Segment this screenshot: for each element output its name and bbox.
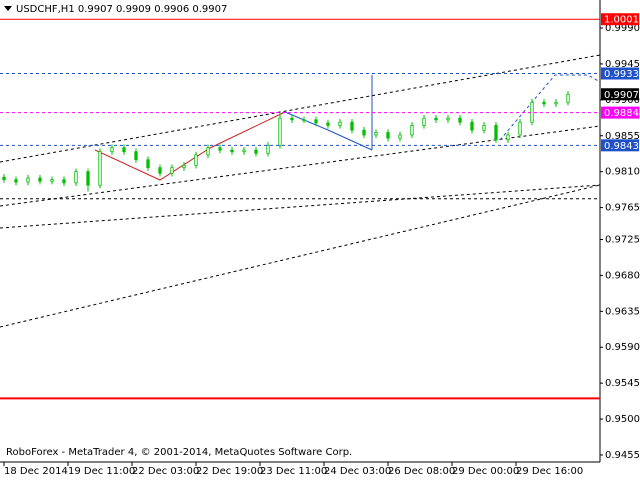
price-label: 1.0001 — [604, 15, 639, 26]
x-tick-label: 22 Dec 03:00 — [132, 466, 199, 477]
candle-body — [98, 151, 102, 186]
chart-title: USDCHF,H1 0.9907 0.9909 0.9906 0.9907 — [16, 4, 227, 15]
y-tick-label: 0.9810 — [605, 167, 640, 178]
candle-body — [242, 149, 246, 153]
trend-line — [0, 184, 601, 229]
candle-body — [326, 122, 330, 126]
price-label: 0.9933 — [604, 69, 639, 80]
candle-body — [206, 147, 210, 156]
candle-body — [266, 144, 270, 154]
price-label-box — [601, 67, 639, 80]
x-tick-label: 29 Dec 00:00 — [452, 466, 519, 477]
candle-body — [38, 177, 42, 182]
candle-body — [50, 179, 54, 182]
wave-line — [499, 74, 601, 141]
candle-body — [182, 164, 186, 169]
price-label-box — [601, 139, 639, 152]
y-tick-label: 0.9900 — [605, 95, 640, 106]
y-tick-label: 0.9500 — [605, 414, 640, 425]
y-tick-label: 0.9590 — [605, 342, 640, 353]
candle-body — [146, 159, 150, 169]
candle-body — [2, 176, 6, 181]
candle-body — [530, 101, 534, 123]
candle-body — [470, 121, 474, 131]
candle-body — [302, 119, 306, 122]
candle-body — [458, 117, 462, 123]
y-tick-label: 0.9545 — [605, 378, 640, 389]
price-label-box — [601, 88, 639, 101]
x-tick-label: 29 Dec 16:00 — [516, 466, 583, 477]
candle-body — [446, 117, 450, 121]
trend-lines — [0, 54, 601, 328]
price-label-box — [601, 13, 639, 26]
y-tick-label: 0.9680 — [605, 270, 640, 281]
y-tick-label: 0.9725 — [605, 234, 640, 245]
candle-body — [566, 93, 570, 103]
candle-body — [338, 121, 342, 126]
candle-body — [398, 134, 402, 139]
y-tick-label: 0.9455 — [605, 450, 640, 461]
wave-line — [284, 111, 373, 151]
x-tick-label: 22 Dec 19:00 — [196, 466, 263, 477]
y-tick-label: 0.9635 — [605, 306, 640, 317]
x-tick-label: 19 Dec 11:00 — [68, 466, 135, 477]
candle-body — [134, 151, 138, 161]
candle-body — [254, 149, 258, 154]
candle-body — [362, 129, 366, 136]
candle-body — [110, 147, 114, 153]
candle-body — [26, 177, 30, 183]
candle-body — [314, 119, 318, 124]
candle-body — [386, 132, 390, 139]
candle-body — [422, 117, 426, 126]
y-tick-label: 0.9855 — [605, 131, 640, 142]
candle-body — [158, 167, 162, 174]
price-label-box — [601, 106, 639, 119]
y-tick-label: 0.9945 — [605, 59, 640, 70]
candle-body — [434, 117, 438, 121]
candle-body — [14, 179, 18, 183]
x-tick-label: 18 Dec 2014 — [4, 466, 68, 477]
candle-body — [230, 149, 234, 153]
trend-line — [0, 184, 601, 328]
watermark: RoboForex - MetaTrader 4, © 2001-2014, M… — [6, 447, 352, 458]
candle-body — [86, 171, 90, 186]
x-tick-label: 24 Dec 03:00 — [324, 466, 391, 477]
candle-body — [290, 117, 294, 121]
x-tick-label: 26 Dec 08:00 — [388, 466, 455, 477]
candle-body — [74, 171, 78, 184]
y-tick-label: 0.9765 — [605, 203, 640, 214]
candle-body — [506, 134, 510, 141]
wave-line — [94, 111, 286, 181]
candle-body — [194, 154, 198, 166]
y-tick-label: 0.9990 — [605, 23, 640, 34]
candle-body — [374, 132, 378, 136]
candle-body — [218, 147, 222, 151]
candle-body — [350, 121, 354, 131]
candle-body — [518, 121, 522, 136]
candle-body — [122, 147, 126, 153]
price-label: 0.9843 — [604, 141, 639, 152]
price-label: 0.9884 — [604, 108, 639, 119]
candle-body — [494, 124, 498, 141]
candle-body — [410, 124, 414, 136]
x-tick-label: 23 Dec 11:00 — [260, 466, 327, 477]
candle-body — [482, 124, 486, 131]
candle-body — [278, 117, 282, 146]
candle-body — [554, 101, 558, 105]
menu-arrow — [4, 6, 12, 11]
candle-body — [542, 101, 546, 105]
candle-body — [62, 179, 66, 184]
candle-body — [170, 167, 174, 174]
price-label: 0.9907 — [604, 90, 639, 101]
